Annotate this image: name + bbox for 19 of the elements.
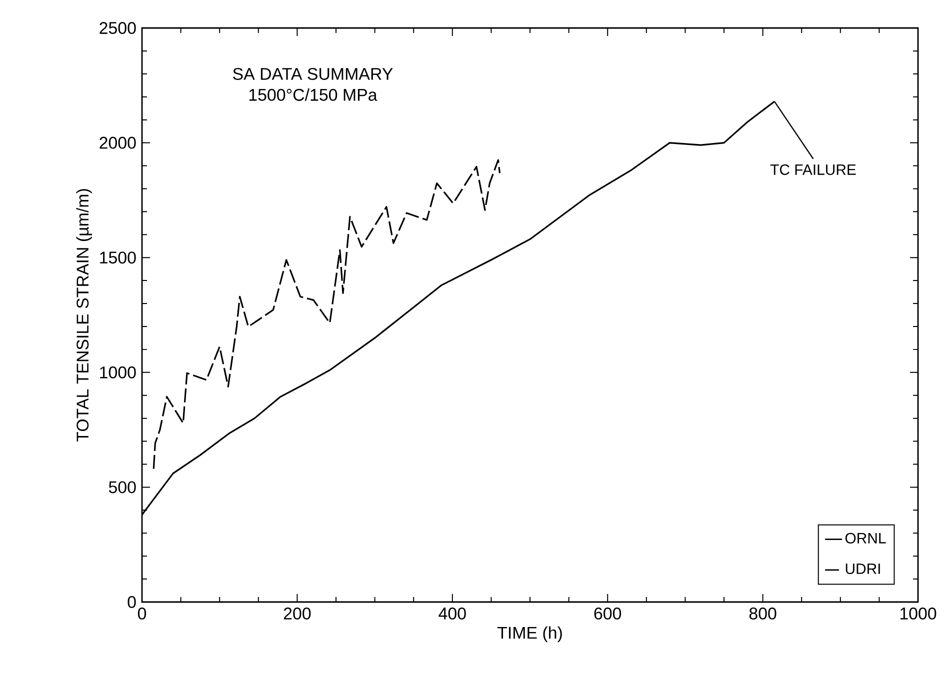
text: 1500°C/150 MPa (249, 88, 378, 101)
x-tick-label: 200 (284, 608, 311, 620)
annotation: TC FAILURE (770, 164, 856, 175)
y-tick-label: 0 (128, 596, 136, 608)
x-tick-label: 0 (138, 608, 146, 620)
x-tick-label: 800 (749, 608, 776, 620)
x-tick-label: 400 (438, 608, 466, 620)
text: SA DATA SUMMARY (233, 68, 393, 80)
y-tick-label: 2500 (100, 22, 136, 34)
y-tick-label: 2000 (100, 136, 136, 149)
legend-label: UDRI (846, 564, 880, 574)
legend-label: ORNL (845, 532, 886, 544)
x-tick-label: 600 (594, 608, 622, 620)
y-axis-title: TOTAL TENSILE STRAIN (µm/m) (76, 189, 92, 442)
y-tick-label: 1500 (100, 252, 136, 264)
y-tick-label: 500 (108, 481, 136, 494)
y-tick-label: 1000 (100, 366, 136, 378)
x-tick-label: 1000 (900, 608, 936, 620)
x-axis-title: TIME (h) (497, 626, 562, 642)
